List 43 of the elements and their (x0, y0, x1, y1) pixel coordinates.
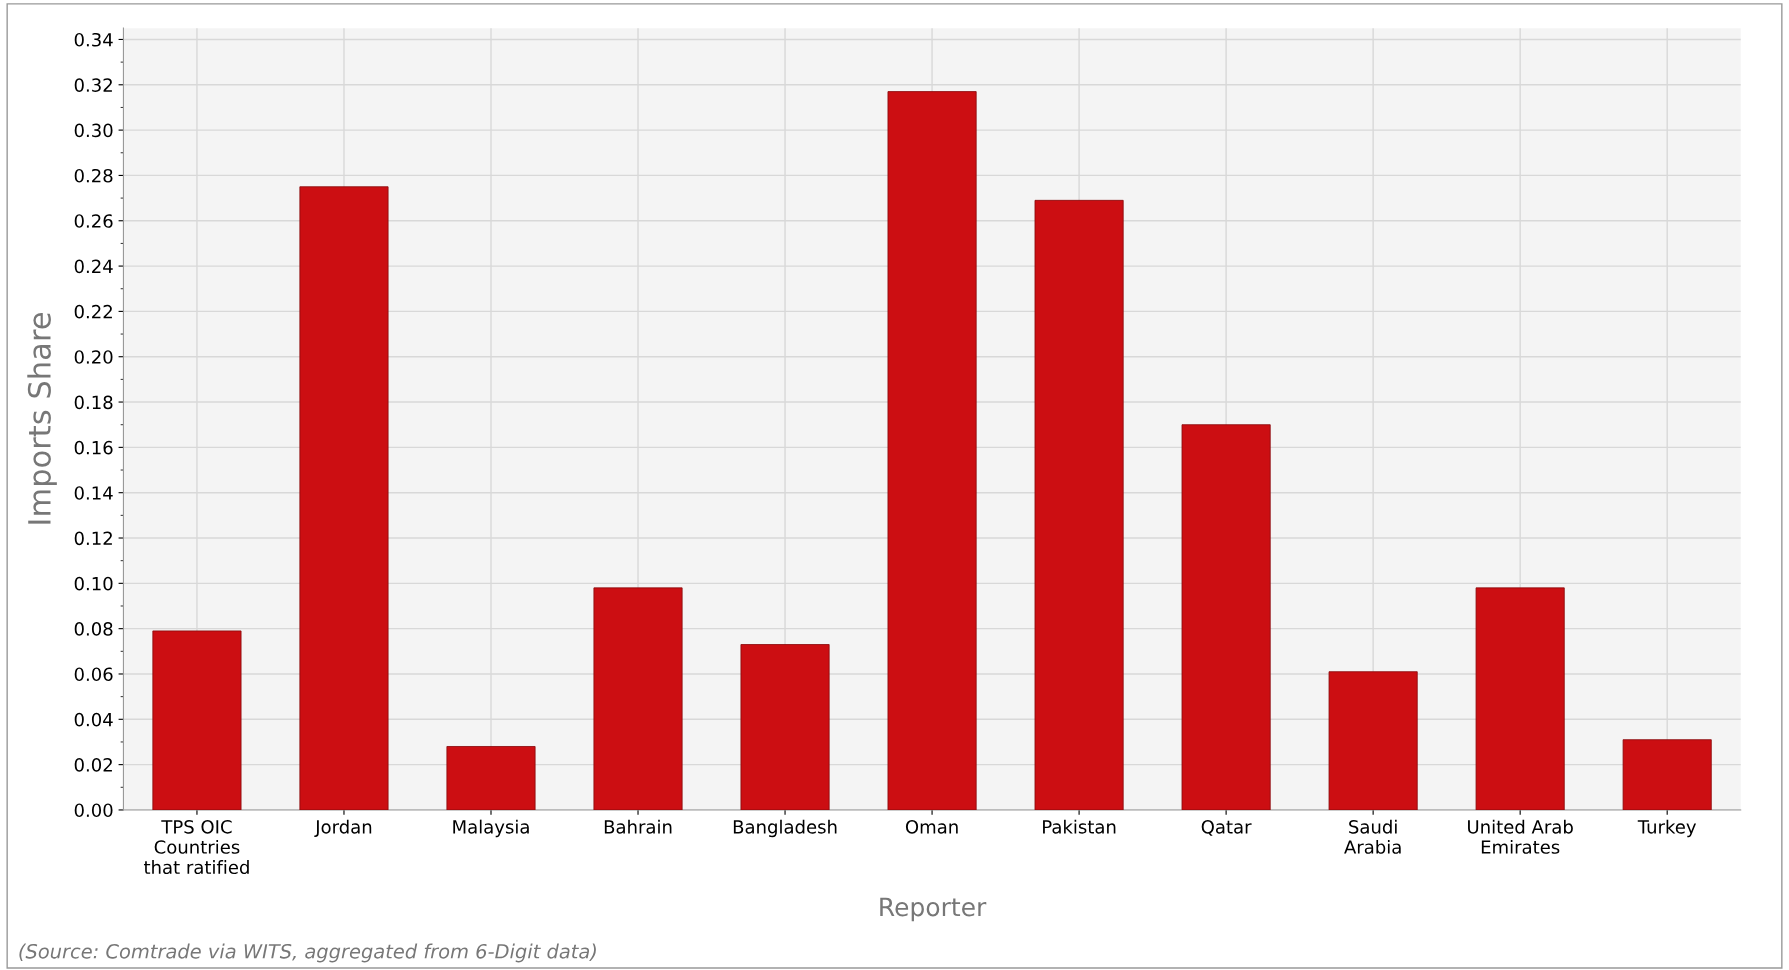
x-tick-label: Jordan (314, 819, 372, 838)
bar (593, 587, 683, 810)
y-axis-title: Imports Share (27, 313, 57, 524)
bar (1622, 739, 1712, 810)
bar (1034, 199, 1124, 810)
x-tick-label: Malaysia (453, 819, 529, 838)
y-tick-label: 0.08 (74, 622, 113, 636)
y-tick-label: 0.20 (74, 350, 113, 364)
y-tick-label: 0.10 (74, 576, 113, 591)
bar (740, 644, 830, 810)
x-tick-label: Bahrain (604, 819, 672, 834)
x-tick-label: TPS OIC Countries that ratified (143, 819, 249, 875)
y-tick-label: 0.34 (74, 32, 113, 47)
x-tick-label: Oman (905, 819, 958, 834)
y-tick-label: 0.14 (74, 486, 113, 500)
x-tick-label: Turkey (1637, 819, 1697, 838)
y-tick-label: 0.12 (74, 531, 112, 546)
y-tick-label: 0.30 (74, 123, 113, 138)
y-tick-label: 0.00 (74, 803, 113, 818)
y-tick-label: 0.26 (74, 214, 113, 228)
x-axis-title: Reporter (880, 897, 987, 922)
y-tick-label: 0.32 (74, 78, 112, 92)
y-tick-label: 0.18 (74, 395, 113, 410)
y-tick-label: 0.16 (74, 440, 113, 455)
text: (Source: Comtrade via WITS, aggregated from 6-Digit data) (19, 943, 596, 963)
y-tick-label: 0.02 (74, 758, 112, 772)
bar (152, 630, 242, 810)
bar (1181, 424, 1271, 810)
x-tick-label: Bangladesh (733, 819, 837, 838)
x-tick-label: Pakistan (1043, 819, 1116, 834)
x-tick-label: United Arab Emirates (1468, 819, 1573, 854)
x-tick-label: Saudi Arabia (1344, 819, 1401, 854)
y-tick-label: 0.06 (74, 667, 113, 682)
bar (1475, 587, 1565, 810)
bar (446, 746, 536, 810)
y-tick-label: 0.22 (74, 304, 112, 319)
y-tick-label: 0.04 (74, 712, 113, 727)
bar (299, 186, 389, 810)
y-tick-label: 0.28 (74, 168, 113, 183)
bar (1328, 671, 1418, 810)
x-tick-label: Qatar (1201, 819, 1252, 836)
bar (887, 91, 977, 810)
y-tick-label: 0.24 (74, 259, 113, 274)
